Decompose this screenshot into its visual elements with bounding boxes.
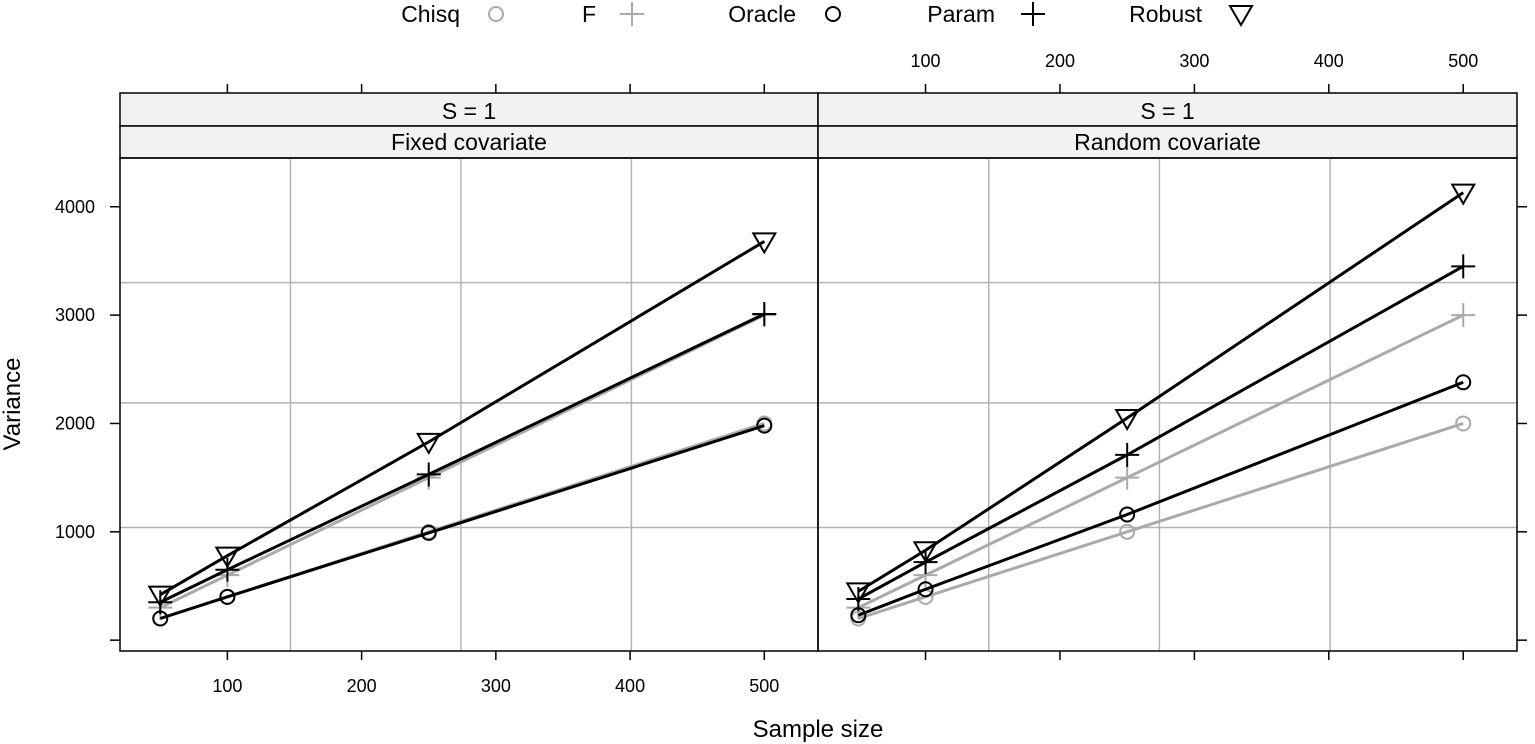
series-f [148, 303, 777, 620]
point-param-1 [215, 557, 240, 582]
x-tick-label-bottom-200: 200 [347, 676, 377, 696]
point-robust-2 [415, 432, 442, 455]
series-line-oracle [159, 424, 765, 620]
point-chisq-2 [1119, 523, 1136, 540]
series-line-param [159, 312, 765, 604]
panel-border [817, 157, 1518, 652]
x-axis-label: Sample size [753, 716, 884, 743]
strip-top-label: S = 1 [1140, 98, 1194, 124]
point-oracle-3 [1455, 374, 1472, 391]
x-tick-label-top-400: 400 [1314, 51, 1344, 71]
series-robust [147, 232, 778, 608]
series-oracle [850, 374, 1472, 624]
point-f-3 [1451, 303, 1476, 328]
series-line-robust [857, 191, 1465, 593]
legend-label-oracle: Oracle [728, 1, 796, 27]
x-tick-label-top-100: 100 [911, 51, 941, 71]
legend: Chisq F Oracle Param Robust [401, 1, 1254, 27]
series-chisq [850, 415, 1472, 627]
strip-bottom-label: Random covariate [1074, 129, 1261, 155]
x-tick-label-top-200: 200 [1045, 51, 1075, 71]
x-tick-label-bottom-100: 100 [212, 676, 242, 696]
panel-1: S = 1 Fixed covariate [119, 92, 819, 652]
point-param-3 [1451, 254, 1476, 279]
y-tick-label-1000: 1000 [55, 522, 95, 542]
point-robust-3 [751, 232, 778, 255]
panels: S = 1 Fixed covariate S = 1 Random covariat… [119, 92, 1518, 652]
axes: 100 100 200 200 300 300 400 400 500 500 1000 2000 30… [55, 51, 1527, 696]
legend-label-f: F [582, 1, 596, 27]
series-robust [845, 183, 1476, 605]
point-oracle-2 [420, 524, 437, 541]
series-line-param [857, 265, 1464, 601]
legend-symbol-robust [1228, 5, 1254, 27]
point-param-2 [1115, 442, 1140, 467]
x-tick-label-top-300: 300 [1179, 51, 1209, 71]
point-f-2 [1115, 465, 1140, 490]
x-tick-label-bottom-300: 300 [481, 676, 511, 696]
point-param-2 [416, 462, 441, 487]
y-tick-label-3000: 3000 [55, 305, 95, 325]
x-tick-label-top-500: 500 [1448, 51, 1478, 71]
strip-top-bg [817, 92, 1518, 127]
series-line-f [857, 313, 1464, 610]
legend-label-chisq: Chisq [401, 1, 460, 27]
legend-symbol-param [1021, 2, 1045, 26]
point-oracle-1 [917, 581, 934, 598]
point-robust-2 [1114, 409, 1140, 432]
legend-symbol-chisq [488, 6, 504, 22]
y-tick-label-4000: 4000 [55, 197, 95, 217]
point-robust-1 [214, 546, 241, 569]
strip-bottom-label: Fixed covariate [391, 129, 547, 155]
strip-top-label: S = 1 [442, 98, 496, 124]
series-param [846, 254, 1476, 611]
point-oracle-3 [756, 417, 773, 434]
series-line-oracle [857, 380, 1464, 617]
series-line-robust [159, 240, 766, 596]
panel-2: S = 1 Random covariate [817, 92, 1518, 652]
series-line-f [159, 313, 765, 610]
point-param-3 [752, 302, 777, 327]
y-axis-label: Variance [0, 358, 26, 451]
point-oracle-2 [1119, 506, 1136, 523]
x-tick-label-bottom-500: 500 [749, 676, 779, 696]
point-robust-1 [912, 541, 939, 564]
y-tick-label-2000: 2000 [55, 413, 95, 433]
series-line-chisq [857, 422, 1464, 620]
point-oracle-1 [219, 588, 236, 605]
strip-bottom-bg [817, 125, 1518, 159]
series-param [148, 302, 777, 615]
legend-label-robust: Robust [1129, 1, 1202, 27]
strip-top-bg [119, 92, 819, 127]
series-f [846, 303, 1476, 620]
legend-symbol-oracle [825, 6, 841, 22]
legend-label-param: Param [927, 1, 995, 27]
x-tick-label-bottom-400: 400 [615, 676, 645, 696]
point-robust-3 [1450, 183, 1476, 206]
point-robust-0 [147, 585, 174, 608]
legend-symbol-f [620, 2, 644, 26]
point-chisq-3 [1455, 415, 1472, 432]
point-robust-0 [845, 582, 872, 605]
